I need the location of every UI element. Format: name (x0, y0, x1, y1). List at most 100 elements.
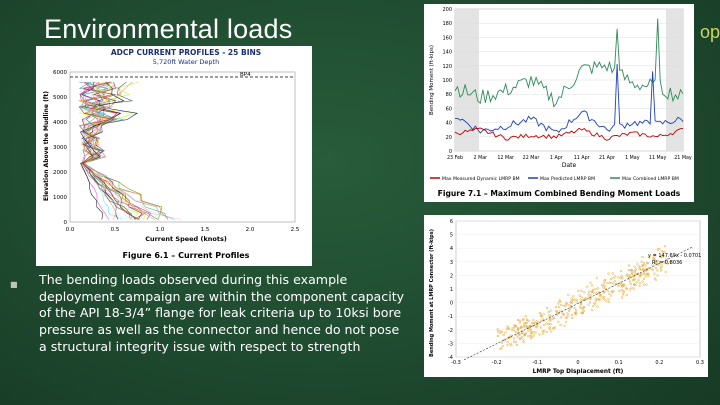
chart3-xlabel: LMRP Top Displacement (ft) (533, 369, 624, 375)
chart2-y-tick-label: 60 (446, 106, 452, 112)
chart3-point (625, 294, 628, 297)
current-profiles-svg: ADCP CURRENT PROFILES - 25 BINS 5,720ft … (43, 48, 300, 260)
chart3-point (529, 329, 533, 332)
chart3-point (669, 260, 672, 263)
chart3-y-tick-label: -4 (448, 355, 453, 361)
chart1-x-tick-label: 2.5 (291, 227, 300, 233)
chart3-point (507, 336, 510, 340)
chart3-point (621, 285, 624, 288)
chart3-point (515, 333, 518, 336)
displacement-scatter-svg: -4 -3 -2 -1 0 1 2 3 4 5 6 -0.3 -0.2 -0.1 0 0.1 0.2 0.3 y… (429, 219, 704, 375)
chart3-point (520, 326, 523, 329)
chart2-x-tick-label: 23 Feb (447, 155, 463, 161)
chart3-point (640, 260, 643, 263)
chart3-point (659, 269, 663, 272)
chart3-point (656, 274, 659, 277)
chart3-point (506, 325, 509, 328)
chart3-point (560, 316, 563, 319)
chart3-point (625, 274, 628, 278)
current-profile-line (81, 81, 138, 220)
chart3-x-tick-label: 0 (576, 360, 579, 366)
chart3-point (635, 281, 638, 284)
chart3-point (587, 290, 591, 293)
chart3-point (597, 298, 600, 301)
chart3-grid (456, 220, 700, 358)
chart3-point (522, 325, 526, 328)
chart3-point (530, 331, 534, 334)
chart3-point (607, 272, 610, 275)
chart3-point (577, 289, 580, 293)
chart3-point (644, 270, 648, 273)
chart3-point (628, 275, 631, 278)
chart3-point (617, 276, 620, 279)
chart3-point (524, 324, 528, 327)
chart3-point (662, 261, 665, 264)
current-profile-line (83, 81, 175, 220)
chart1-y-ticks: 0 1000 2000 3000 4000 5000 6000 (53, 70, 68, 226)
chart3-point (642, 283, 646, 286)
chart3-point (567, 304, 571, 307)
chart3-point (548, 314, 551, 317)
chart3-r-squared: R² = 0.8036 (652, 260, 682, 266)
chart3-equation: y = 147.69x - 0.0701 (648, 253, 701, 259)
chart3-point (669, 261, 672, 264)
chart3-point (634, 283, 637, 287)
chart3-point (647, 266, 650, 269)
chart3-point (522, 317, 525, 321)
chart3-point (659, 255, 662, 259)
current-profile-line (78, 81, 147, 220)
chart3-point (502, 333, 505, 337)
chart3-y-tick-label: 1 (450, 287, 453, 293)
chart3-y-ticks: -4 -3 -2 -1 0 1 2 3 4 5 6 (448, 219, 453, 361)
chart3-point (581, 311, 584, 315)
chart3-point (596, 287, 599, 290)
chart3-point (627, 269, 630, 272)
chart3-point (552, 327, 555, 330)
chart3-point (620, 283, 623, 286)
chart3-point (587, 293, 590, 296)
chart3-point (587, 303, 590, 306)
chart3-point (571, 316, 574, 320)
chart3-point (613, 275, 617, 278)
chart2-series-line (454, 127, 684, 141)
chart3-point (653, 277, 656, 280)
chart1-y-tick-label: 5000 (53, 95, 67, 101)
chart3-point (620, 274, 623, 278)
chart3-point (566, 312, 569, 315)
chart3-point (641, 267, 645, 270)
chart3-point (627, 264, 631, 267)
chart3-point (516, 318, 520, 322)
chart1-caption: Figure 6.1 – Current Profiles (123, 251, 250, 260)
chart1-y-tick-label: 4000 (53, 120, 67, 126)
chart3-point (632, 287, 636, 290)
chart3-point (609, 277, 613, 281)
chart3-point (524, 315, 527, 318)
chart3-point (564, 316, 567, 319)
chart3-point (621, 293, 625, 296)
chart3-point (500, 341, 504, 344)
chart3-point (653, 272, 656, 275)
chart3-point (506, 340, 509, 344)
chart3-point (501, 344, 504, 348)
current-profile-line (78, 81, 124, 220)
chart3-point (542, 318, 545, 321)
chart1-x-tick-label: 0.5 (111, 227, 120, 233)
chart3-point (637, 278, 640, 282)
chart3-point (549, 323, 552, 326)
current-profile-line (79, 81, 133, 220)
chart3-point (579, 306, 583, 310)
chart3-point (653, 253, 657, 256)
chart3-point (548, 327, 551, 330)
chart3-point (532, 318, 535, 322)
chart3-point (574, 311, 577, 314)
chart3-point (506, 344, 509, 347)
chart3-point (645, 283, 648, 286)
chart2-y-tick-label: 40 (446, 121, 452, 127)
chart3-point (564, 320, 568, 323)
chart1-x-tick-label: 1.5 (201, 227, 210, 233)
chart3-point (530, 333, 533, 336)
chart3-point (608, 292, 611, 295)
displacement-scatter-chart: -4 -3 -2 -1 0 1 2 3 4 5 6 -0.3 -0.2 -0.1 0 0.1 0.2 0.3 y… (424, 215, 708, 377)
chart3-point (636, 262, 639, 265)
chart3-y-tick-label: 6 (450, 219, 453, 225)
